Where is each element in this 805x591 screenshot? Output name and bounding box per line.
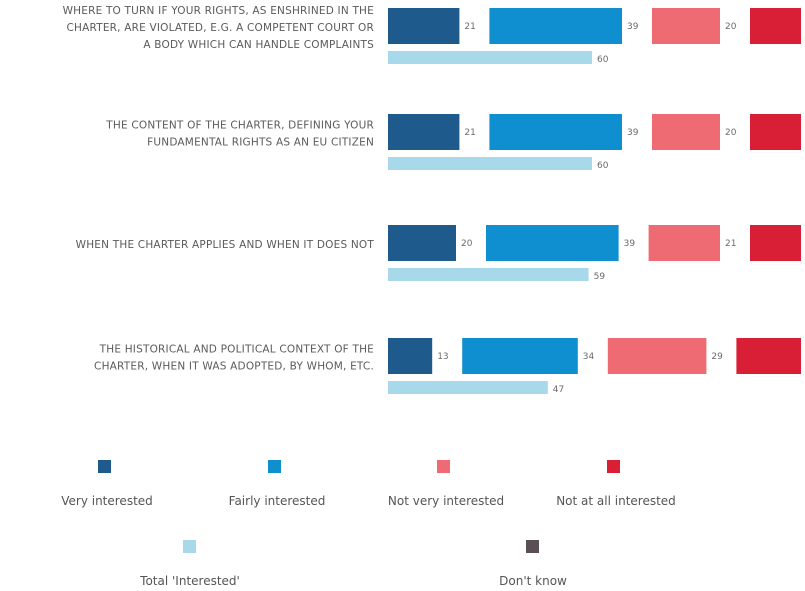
- bar-total-interested: [388, 268, 589, 281]
- total-value-label: 47: [553, 385, 564, 395]
- legend-swatch: [437, 460, 450, 473]
- bar-segment-very-interested: [388, 114, 460, 150]
- category-label: THE HISTORICAL AND POLITICAL CONTEXT OF …: [99, 344, 374, 356]
- value-label: 21: [464, 22, 475, 32]
- value-label: 20: [725, 128, 737, 138]
- bar-segment-not-very-interested: [607, 338, 707, 374]
- bar-segment-very-interested: [388, 225, 456, 261]
- value-label: 20: [461, 239, 473, 249]
- value-label: 13: [437, 352, 448, 362]
- category-label: CHARTER, ARE VIOLATED, E.G. A COMPETENT …: [66, 22, 374, 34]
- bar-segment-not-at-all-interested: [736, 338, 801, 374]
- bar-total-interested: [388, 381, 548, 394]
- bar-segment-not-very-interested: [652, 114, 720, 150]
- value-label: 21: [725, 239, 736, 249]
- bar-total-interested: [388, 157, 592, 170]
- category-label: THE CONTENT OF THE CHARTER, DEFINING YOU…: [105, 120, 374, 132]
- legend-swatch: [183, 540, 196, 553]
- legend-label: Total 'Interested': [140, 574, 240, 588]
- total-value-label: 60: [597, 161, 609, 171]
- legend-swatch: [607, 460, 620, 473]
- category-label: CHARTER, WHEN IT WAS ADOPTED, BY WHOM, E…: [94, 361, 374, 373]
- value-label: 20: [725, 22, 737, 32]
- legend: Very interested Fairly interested Not very…: [0, 440, 805, 591]
- bar-segment-very-interested: [388, 8, 460, 44]
- value-label: 29: [711, 352, 723, 362]
- legend-swatch: [98, 460, 111, 473]
- legend-label: Very interested: [61, 494, 153, 508]
- bar-total-interested: [388, 51, 592, 64]
- bar-segment-fairly-interested: [462, 338, 578, 374]
- total-value-label: 59: [594, 272, 606, 282]
- bar-segment-very-interested: [388, 338, 433, 374]
- bar-segment-not-at-all-interested: [750, 114, 801, 150]
- category-label: A BODY WHICH CAN HANDLE COMPLAINTS: [143, 39, 374, 51]
- legend-swatch: [526, 540, 539, 553]
- category-label: WHERE TO TURN IF YOUR RIGHTS, AS ENSHRIN…: [63, 5, 374, 17]
- value-label: 34: [583, 352, 595, 362]
- legend-label: Not very interested: [387, 494, 505, 508]
- value-label: 39: [627, 128, 639, 138]
- value-label: 39: [627, 22, 639, 32]
- category-label: WHEN THE CHARTER APPLIES AND WHEN IT DOE…: [76, 239, 375, 251]
- legend-swatch: [268, 460, 281, 473]
- value-label: 39: [624, 239, 636, 249]
- bar-segment-fairly-interested: [489, 8, 622, 44]
- legend-label: Not at all interested: [556, 494, 676, 508]
- bar-segment-not-at-all-interested: [750, 225, 801, 261]
- bar-segment-fairly-interested: [489, 114, 622, 150]
- legend-label: Fairly interested: [228, 494, 326, 508]
- bar-segment-not-very-interested: [652, 8, 720, 44]
- bar-segment-not-very-interested: [648, 225, 720, 261]
- value-label: 21: [464, 128, 475, 138]
- bar-segment-not-at-all-interested: [750, 8, 801, 44]
- category-label: FUNDAMENTAL RIGHTS AS AN EU CITIZEN: [147, 137, 374, 149]
- legend-label: Don't know: [499, 574, 567, 588]
- bar-segment-fairly-interested: [486, 225, 619, 261]
- total-value-label: 60: [597, 55, 609, 65]
